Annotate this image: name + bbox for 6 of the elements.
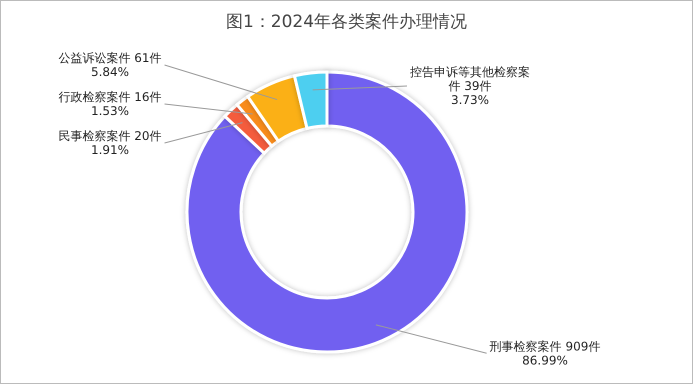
slice-label: 公益诉讼案件 61件 5.84% xyxy=(58,51,162,79)
chart-title: 图1：2024年各类案件办理情况 xyxy=(226,12,468,32)
slice-label: 行政检察案件 16件 1.53% xyxy=(58,90,162,118)
slice-label: 民事检察案件 20件 1.91% xyxy=(58,129,162,157)
slice-label: 控告申诉等其他检察案件 39件 3.73% xyxy=(410,65,530,108)
slice-label: 刑事检察案件 909件 86.99% xyxy=(490,339,600,368)
